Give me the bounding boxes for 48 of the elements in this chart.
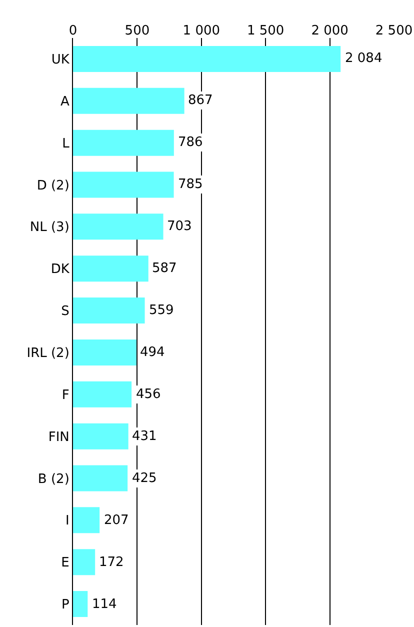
data-label: 425 <box>132 471 157 486</box>
y-tick-label: I <box>66 514 70 529</box>
y-tick-label: A <box>60 94 70 110</box>
y-tick-label: L <box>62 136 70 152</box>
bar <box>73 381 132 408</box>
y-tick-label: B (2) <box>38 472 70 487</box>
y-tick-label: F <box>62 388 70 403</box>
y-tick-label: UK <box>51 52 70 68</box>
x-tick-label: 2 500 <box>375 23 413 38</box>
data-label: 456 <box>136 387 161 402</box>
data-label: 172 <box>99 555 124 570</box>
x-tick-label: 500 <box>124 23 150 38</box>
bar <box>73 172 174 198</box>
y-tick-label: E <box>61 556 70 571</box>
x-tick-label: 1 500 <box>246 23 284 38</box>
bar <box>73 256 148 282</box>
bar <box>73 507 100 534</box>
x-tick-label: 1 000 <box>182 23 220 38</box>
y-tick-label: D (2) <box>36 178 70 194</box>
y-tick-label: FIN <box>48 430 70 445</box>
data-label: 867 <box>188 93 213 108</box>
bar <box>73 88 184 114</box>
data-label: 703 <box>167 219 192 234</box>
bar <box>73 214 164 240</box>
y-tick-label: P <box>62 598 70 613</box>
data-label: 785 <box>178 177 203 192</box>
y-tick-label: IRL (2) <box>26 346 70 362</box>
bar <box>73 423 128 450</box>
bar <box>73 465 128 492</box>
bar <box>73 549 96 576</box>
y-tick-label: S <box>61 304 70 320</box>
data-label: 207 <box>104 513 129 528</box>
data-label: 559 <box>149 303 174 318</box>
bar <box>73 130 174 156</box>
x-tick-label: 0 <box>68 23 78 38</box>
data-label: 431 <box>132 429 157 444</box>
y-tick-label: DK <box>50 262 70 278</box>
bar <box>73 298 145 324</box>
data-label: 494 <box>140 345 165 360</box>
data-label: 786 <box>178 135 203 150</box>
bar <box>73 339 136 366</box>
y-tick-label: NL (3) <box>30 220 70 236</box>
bar <box>73 46 341 72</box>
data-label: 114 <box>92 597 117 612</box>
x-tick-label: 2 000 <box>311 23 348 38</box>
data-label: 2 084 <box>345 51 382 66</box>
bar <box>73 591 88 618</box>
data-label: 587 <box>152 261 177 276</box>
